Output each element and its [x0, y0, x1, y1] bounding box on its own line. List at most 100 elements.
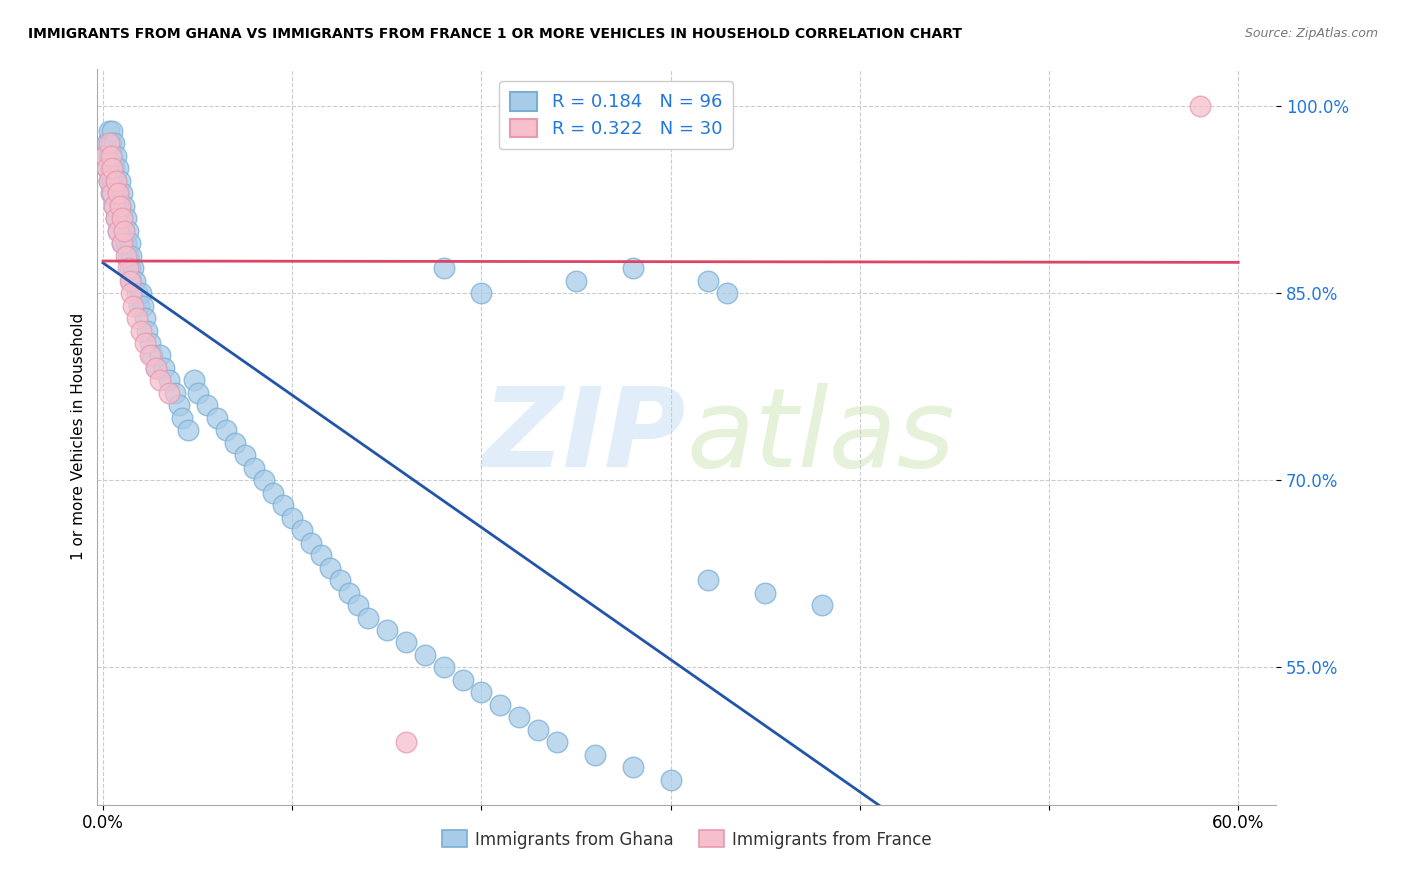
Point: [118, 236, 141, 251]
Point: [96, 136, 118, 151]
Point: [111, 236, 134, 251]
Point: [527, 723, 550, 737]
Point: [134, 336, 156, 351]
Point: [105, 211, 128, 226]
Point: [111, 211, 134, 226]
Point: [111, 211, 134, 226]
Point: [118, 261, 141, 276]
Point: [271, 498, 294, 512]
Point: [395, 735, 418, 749]
Point: [128, 299, 150, 313]
Point: [103, 199, 125, 213]
Point: [233, 448, 256, 462]
Point: [120, 286, 142, 301]
Point: [215, 423, 238, 437]
Point: [508, 710, 530, 724]
Point: [659, 772, 682, 787]
Point: [139, 336, 162, 351]
Point: [1189, 99, 1212, 113]
Text: ZIP: ZIP: [484, 383, 686, 490]
Point: [114, 211, 136, 226]
Point: [107, 224, 129, 238]
Point: [103, 199, 125, 213]
Point: [107, 186, 129, 201]
Point: [105, 174, 128, 188]
Point: [621, 760, 644, 774]
Point: [125, 311, 148, 326]
Point: [112, 224, 135, 238]
Point: [107, 186, 129, 201]
Point: [281, 510, 304, 524]
Point: [100, 136, 122, 151]
Point: [105, 211, 128, 226]
Point: [117, 224, 139, 238]
Point: [100, 186, 122, 201]
Point: [97, 174, 120, 188]
Point: [157, 374, 180, 388]
Point: [716, 286, 738, 301]
Point: [135, 324, 157, 338]
Point: [101, 174, 124, 188]
Point: [375, 623, 398, 637]
Point: [117, 261, 139, 276]
Text: atlas: atlas: [686, 383, 955, 490]
Point: [183, 374, 205, 388]
Point: [97, 124, 120, 138]
Point: [152, 361, 174, 376]
Point: [697, 573, 720, 587]
Point: [187, 386, 209, 401]
Point: [101, 149, 124, 163]
Point: [195, 398, 218, 412]
Point: [105, 174, 128, 188]
Point: [122, 261, 145, 276]
Point: [112, 199, 135, 213]
Text: IMMIGRANTS FROM GHANA VS IMMIGRANTS FROM FRANCE 1 OR MORE VEHICLES IN HOUSEHOLD : IMMIGRANTS FROM GHANA VS IMMIGRANTS FROM…: [28, 27, 962, 41]
Point: [94, 149, 117, 163]
Point: [337, 585, 360, 599]
Point: [395, 635, 418, 649]
Point: [96, 161, 118, 176]
Point: [108, 199, 131, 213]
Point: [565, 274, 588, 288]
Point: [124, 274, 146, 288]
Point: [122, 299, 145, 313]
Point: [139, 349, 162, 363]
Point: [101, 186, 124, 201]
Point: [470, 286, 492, 301]
Point: [145, 361, 167, 376]
Point: [205, 410, 228, 425]
Point: [129, 324, 152, 338]
Point: [145, 361, 167, 376]
Point: [328, 573, 350, 587]
Point: [177, 423, 200, 437]
Point: [433, 660, 456, 674]
Point: [120, 249, 142, 263]
Point: [583, 747, 606, 762]
Point: [97, 174, 120, 188]
Point: [96, 161, 118, 176]
Point: [100, 149, 122, 163]
Point: [413, 648, 436, 662]
Point: [451, 673, 474, 687]
Point: [309, 548, 332, 562]
Point: [97, 149, 120, 163]
Point: [114, 236, 136, 251]
Point: [157, 386, 180, 401]
Point: [470, 685, 492, 699]
Point: [132, 299, 155, 313]
Point: [319, 560, 342, 574]
Point: [134, 311, 156, 326]
Point: [100, 161, 122, 176]
Point: [149, 374, 172, 388]
Point: [546, 735, 568, 749]
Text: Source: ZipAtlas.com: Source: ZipAtlas.com: [1244, 27, 1378, 40]
Point: [243, 460, 266, 475]
Y-axis label: 1 or more Vehicles in Household: 1 or more Vehicles in Household: [72, 313, 86, 560]
Point: [101, 124, 124, 138]
Point: [489, 698, 512, 712]
Point: [94, 149, 117, 163]
Point: [103, 161, 125, 176]
Point: [357, 610, 380, 624]
Point: [811, 598, 834, 612]
Point: [262, 485, 284, 500]
